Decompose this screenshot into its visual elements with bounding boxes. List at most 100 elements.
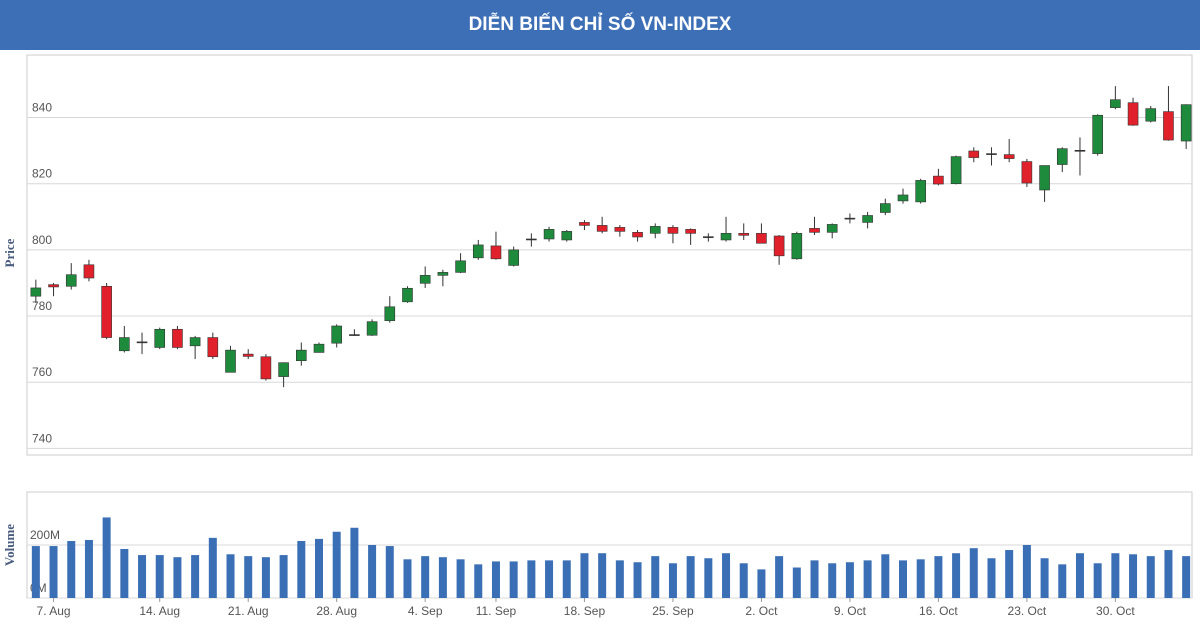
candle-body — [296, 349, 307, 362]
candle-body — [897, 194, 909, 202]
candle-body — [809, 228, 820, 233]
candle-body — [986, 153, 997, 155]
candle-body — [119, 337, 130, 352]
candle-body — [1145, 108, 1157, 122]
volume-bar — [1129, 554, 1138, 598]
candle-body — [349, 334, 360, 336]
candle-body — [915, 180, 926, 203]
y-tick-label: 820 — [32, 167, 52, 181]
candle-body — [738, 233, 750, 236]
volume-bar — [456, 559, 465, 598]
candle-body — [30, 287, 42, 297]
volume-bar — [863, 560, 872, 598]
candle-body — [384, 306, 396, 321]
y-tick-label: 740 — [32, 431, 52, 445]
candle-body — [278, 362, 289, 377]
volume-bar — [775, 556, 784, 598]
candle-body — [508, 249, 519, 266]
volume-bar — [545, 560, 554, 598]
candle-body — [614, 227, 626, 232]
x-tick-label: 11. Sep — [476, 604, 517, 618]
candle-body — [225, 349, 236, 373]
candle-body — [83, 264, 95, 279]
candle-body — [48, 284, 59, 288]
volume-bar — [120, 548, 129, 598]
volume-bar — [1111, 553, 1120, 598]
candle-body — [756, 233, 767, 244]
candle-body — [1039, 165, 1050, 191]
candle-body — [242, 353, 254, 357]
volume-bar — [686, 556, 695, 598]
candle-body — [720, 233, 732, 241]
candle-body — [172, 328, 183, 348]
candle-body — [632, 232, 643, 238]
volume-bar — [138, 555, 147, 598]
x-tick-label: 23. Oct — [1008, 604, 1047, 618]
candle-body — [667, 227, 679, 234]
volume-bar — [562, 560, 571, 598]
volume-bar — [173, 557, 182, 598]
x-tick-label: 28. Aug — [316, 604, 357, 618]
title-bar — [0, 0, 1200, 50]
volume-axis-label: Volume — [2, 524, 17, 566]
candle-body — [844, 217, 856, 220]
volume-bar — [615, 560, 624, 598]
candle-body — [1163, 111, 1174, 141]
candle-body — [685, 229, 696, 234]
x-tick-label: 2. Oct — [745, 604, 778, 618]
candle-body — [596, 225, 608, 232]
volume-bar — [1182, 556, 1191, 598]
x-tick-label: 18. Sep — [564, 604, 606, 618]
price-frame — [26, 54, 1193, 456]
volume-bar — [191, 555, 200, 598]
volume-bar — [84, 539, 93, 598]
volume-bar — [31, 546, 40, 598]
y-tick-label: 780 — [32, 299, 52, 313]
candle-body — [950, 156, 962, 185]
candle-body — [65, 274, 77, 287]
candle-body — [313, 343, 325, 353]
volume-bar — [580, 553, 589, 598]
candle-body — [419, 275, 431, 284]
x-tick-label: 21. Aug — [228, 604, 269, 618]
volume-bar — [934, 556, 943, 598]
volume-bar — [474, 564, 483, 598]
volume-bar — [509, 561, 518, 598]
x-tick-label: 14. Aug — [139, 604, 180, 618]
volume-bar — [881, 554, 890, 598]
candle-body — [968, 150, 980, 158]
candle-body — [826, 224, 838, 233]
volume-bar — [987, 558, 996, 598]
volume-bar — [332, 531, 341, 598]
y-tick-label: 800 — [32, 233, 52, 247]
volume-bar — [668, 563, 677, 598]
volume-bar — [1022, 545, 1031, 598]
candle-body — [561, 231, 573, 241]
volume-bar — [155, 555, 164, 598]
candle-body — [402, 287, 413, 303]
x-tick-label: 9. Oct — [834, 604, 867, 618]
volume-bar — [1040, 558, 1049, 598]
volume-bar — [1146, 556, 1155, 598]
volume-bar — [916, 559, 925, 598]
volume-bar — [368, 545, 377, 598]
volume-bar — [899, 560, 907, 598]
candle-body — [862, 215, 873, 223]
x-tick-label: 4. Sep — [408, 604, 443, 618]
volume-bar — [739, 563, 748, 598]
volume-bar — [244, 556, 253, 598]
volume-bar — [722, 553, 731, 598]
volume-bar — [49, 546, 58, 598]
volume-bar — [279, 555, 288, 598]
candle-body — [880, 203, 891, 213]
candle-body — [703, 236, 714, 238]
volume-bar — [208, 537, 217, 598]
y-tick-label: 760 — [32, 365, 52, 379]
volume-bar — [828, 563, 837, 598]
volume-bar — [598, 553, 607, 598]
volume-bar — [261, 557, 270, 598]
candle-body — [366, 321, 378, 336]
x-tick-label: 16. Oct — [919, 604, 958, 618]
volume-bar — [1005, 550, 1014, 598]
volume-bar — [421, 556, 430, 598]
